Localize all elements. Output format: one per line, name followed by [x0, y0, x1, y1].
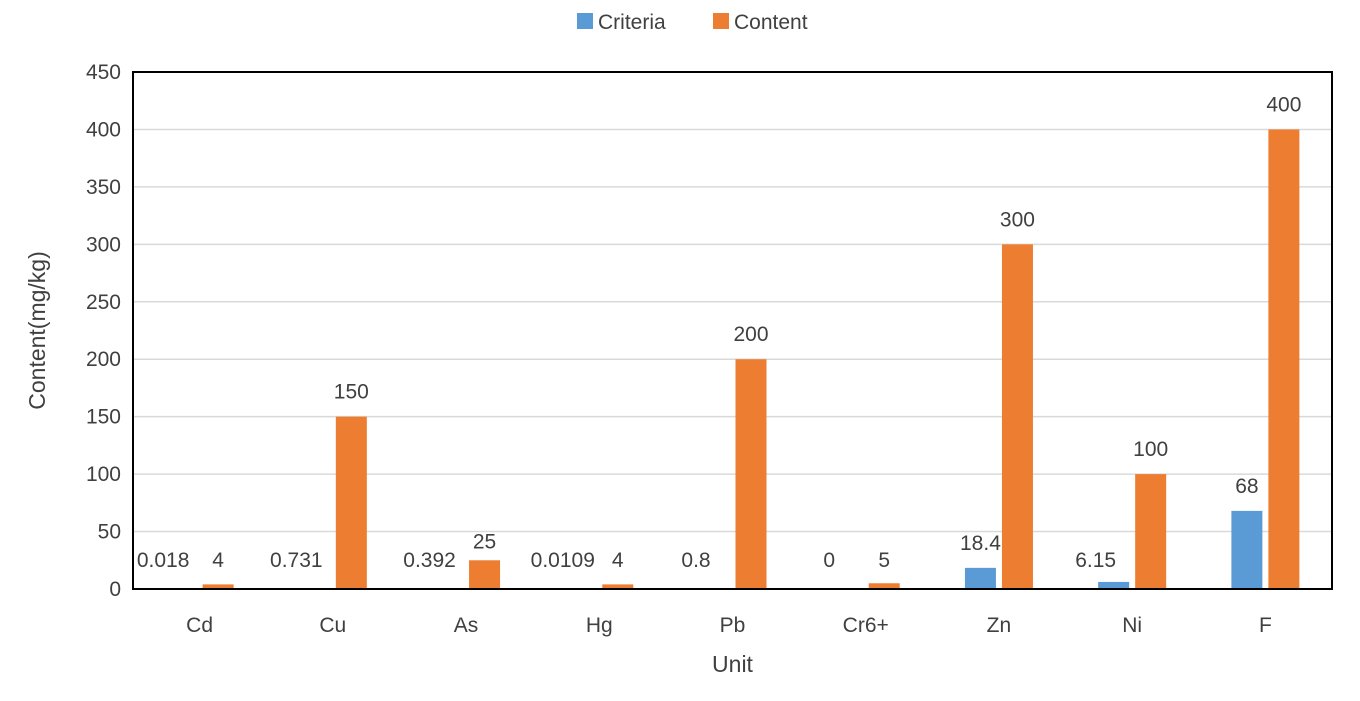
data-label-content: 300 [1000, 208, 1035, 231]
data-label-content: 25 [473, 530, 496, 553]
x-axis-title: Unit [712, 651, 754, 677]
bar-content [1268, 129, 1299, 589]
legend-swatch-criteria [577, 13, 593, 29]
bar-criteria [965, 568, 996, 589]
data-label-content: 200 [733, 323, 768, 346]
y-tick-label: 50 [98, 521, 121, 544]
x-tick-label: Cu [319, 614, 346, 637]
x-tick-label: F [1259, 614, 1272, 637]
data-label-content: 4 [212, 549, 224, 572]
data-label-criteria: 0.8 [681, 549, 710, 572]
legend: Criteria Content [577, 11, 808, 34]
legend-swatch-content [713, 13, 729, 29]
data-label-content: 400 [1266, 93, 1301, 116]
data-labels: 0.018 4 0.731 150 0.392 25 0.0109 4 0.8 200 0 5 18.4… [137, 93, 1302, 572]
y-tick-label: 150 [86, 406, 121, 429]
data-label-content: 150 [334, 381, 369, 404]
x-tick-label: Zn [987, 614, 1012, 637]
bar-content [1135, 474, 1166, 589]
y-tick-label: 450 [86, 61, 121, 84]
data-label-criteria: 6.15 [1075, 549, 1116, 572]
data-label-criteria: 18.4 [960, 532, 1001, 555]
x-tick-label: Hg [586, 614, 613, 637]
y-tick-label: 100 [86, 463, 121, 486]
y-tick-label: 250 [86, 291, 121, 314]
legend-label-content: Content [734, 11, 808, 34]
y-tick-label: 350 [86, 176, 121, 199]
bar-content [736, 359, 767, 589]
legend-label-criteria: Criteria [598, 11, 666, 34]
y-tick-label: 400 [86, 118, 121, 141]
y-tick-label: 200 [86, 348, 121, 371]
y-axis-title: Content(mg/kg) [24, 251, 50, 410]
bar-criteria [1098, 582, 1129, 589]
x-tick-label: Ni [1122, 614, 1142, 637]
data-label-criteria: 0.731 [270, 549, 323, 572]
y-tick-label: 0 [109, 578, 121, 601]
data-label-criteria: 0 [823, 549, 835, 572]
data-label-content: 100 [1133, 438, 1168, 461]
x-tick-label: As [454, 614, 479, 637]
bar-content [336, 417, 367, 589]
y-tick-label: 300 [86, 233, 121, 256]
data-label-criteria: 0.018 [137, 549, 190, 572]
bar-content [469, 560, 500, 589]
x-tick-label: Cd [186, 614, 213, 637]
data-label-content: 5 [878, 549, 890, 572]
data-label-content: 4 [612, 549, 624, 572]
bar-criteria [1231, 511, 1262, 589]
data-label-criteria: 0.0109 [531, 549, 595, 572]
bar-content [1002, 244, 1033, 589]
x-tick-label: Cr6+ [843, 614, 889, 637]
data-label-criteria: 0.392 [403, 549, 456, 572]
x-tick-label: Pb [720, 614, 746, 637]
data-label-criteria: 68 [1235, 475, 1258, 498]
